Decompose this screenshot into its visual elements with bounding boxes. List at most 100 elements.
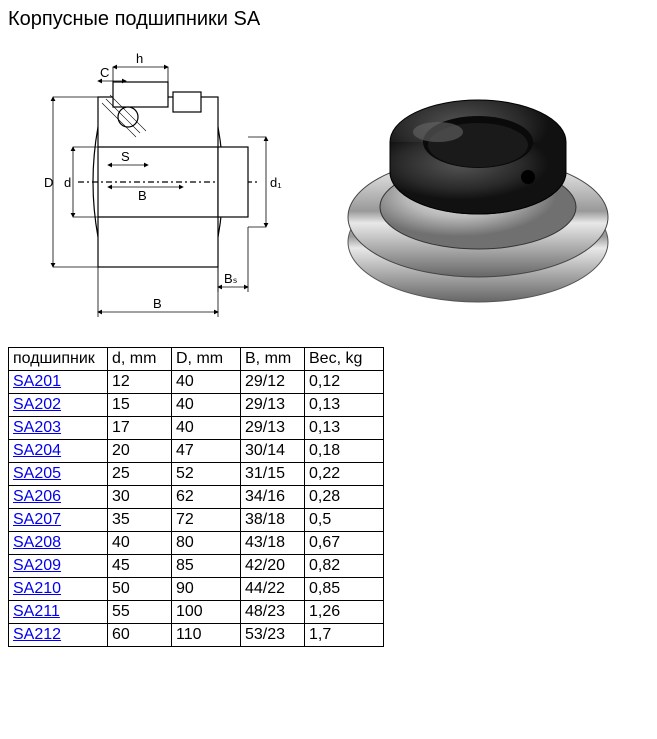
bearing-link[interactable]: SA206 — [13, 488, 61, 505]
cell-weight: 0,85 — [305, 578, 384, 601]
col-header: B, mm — [241, 348, 305, 371]
dim-h: h — [136, 51, 143, 66]
dim-D: D — [44, 175, 53, 190]
cell-d: 45 — [108, 555, 172, 578]
cell-weight: 0,28 — [305, 486, 384, 509]
product-photo — [328, 37, 628, 337]
table-row: SA210 509044/220,85 — [9, 578, 384, 601]
table-row: SA212 6011053/231,7 — [9, 624, 384, 647]
cell-d: 17 — [108, 417, 172, 440]
cell-weight: 0,5 — [305, 509, 384, 532]
cell-d: 60 — [108, 624, 172, 647]
dim-d: d — [64, 175, 71, 190]
bearing-link[interactable]: SA210 — [13, 580, 61, 597]
cell-B: 30/14 — [241, 440, 305, 463]
cell-d: 55 — [108, 601, 172, 624]
cell-D: 100 — [172, 601, 241, 624]
cell-name: SA206 — [9, 486, 108, 509]
table-row: SA204 204730/140,18 — [9, 440, 384, 463]
bearing-link[interactable]: SA209 — [13, 557, 61, 574]
table-row: SA211 5510048/231,26 — [9, 601, 384, 624]
cell-D: 52 — [172, 463, 241, 486]
cell-B: 29/12 — [241, 371, 305, 394]
dim-d1: d₁ — [270, 175, 282, 190]
cell-D: 80 — [172, 532, 241, 555]
cell-weight: 0,12 — [305, 371, 384, 394]
cell-name: SA203 — [9, 417, 108, 440]
table-row: SA207 357238/180,5 — [9, 509, 384, 532]
bearing-link[interactable]: SA207 — [13, 511, 61, 528]
cell-d: 35 — [108, 509, 172, 532]
col-header: Вес, kg — [305, 348, 384, 371]
table-row: SA201124029/120,12 — [9, 371, 384, 394]
spec-table: подшипникd, mmD, mmB, mmВес, kg SA201124… — [8, 347, 384, 647]
technical-drawing: h C S B D d — [8, 37, 308, 337]
bearing-link[interactable]: SA202 — [13, 396, 61, 413]
cell-d: 50 — [108, 578, 172, 601]
bearing-link[interactable]: SA205 — [13, 465, 61, 482]
cell-name: SA208 — [9, 532, 108, 555]
cell-weight: 0,82 — [305, 555, 384, 578]
cell-weight: 0,22 — [305, 463, 384, 486]
cell-name: SA212 — [9, 624, 108, 647]
cell-D: 72 — [172, 509, 241, 532]
cell-B: 38/18 — [241, 509, 305, 532]
table-row: SA205 255231/150,22 — [9, 463, 384, 486]
cell-name: SA205 — [9, 463, 108, 486]
cell-D: 40 — [172, 417, 241, 440]
cell-name: SA201 — [9, 371, 108, 394]
dim-S: S — [121, 149, 130, 164]
cell-d: 40 — [108, 532, 172, 555]
cell-B: 43/18 — [241, 532, 305, 555]
col-header: подшипник — [9, 348, 108, 371]
bearing-link[interactable]: SA201 — [13, 373, 61, 390]
cell-B: 29/13 — [241, 417, 305, 440]
cell-weight: 0,13 — [305, 394, 384, 417]
cell-weight: 0,18 — [305, 440, 384, 463]
cell-D: 62 — [172, 486, 241, 509]
cell-B: 44/22 — [241, 578, 305, 601]
table-row: SA209 458542/200,82 — [9, 555, 384, 578]
cell-name: SA207 — [9, 509, 108, 532]
image-row: h C S B D d — [8, 37, 649, 337]
cell-B: 53/23 — [241, 624, 305, 647]
bearing-link[interactable]: SA208 — [13, 534, 61, 551]
cell-B: 48/23 — [241, 601, 305, 624]
dim-C: C — [100, 65, 109, 80]
cell-name: SA211 — [9, 601, 108, 624]
table-row: SA206 306234/160,28 — [9, 486, 384, 509]
cell-weight: 1,7 — [305, 624, 384, 647]
table-row: SA202 154029/130,13 — [9, 394, 384, 417]
cell-B: 42/20 — [241, 555, 305, 578]
bearing-link[interactable]: SA203 — [13, 419, 61, 436]
cell-d: 15 — [108, 394, 172, 417]
cell-d: 30 — [108, 486, 172, 509]
cell-weight: 1,26 — [305, 601, 384, 624]
cell-weight: 0,67 — [305, 532, 384, 555]
cell-D: 85 — [172, 555, 241, 578]
cell-B: 29/13 — [241, 394, 305, 417]
cell-name: SA210 — [9, 578, 108, 601]
dim-B-inner: B — [138, 188, 147, 203]
cell-d: 12 — [108, 371, 172, 394]
bearing-link[interactable]: SA212 — [13, 626, 61, 643]
cell-d: 25 — [108, 463, 172, 486]
cell-D: 110 — [172, 624, 241, 647]
table-row: SA208 408043/180,67 — [9, 532, 384, 555]
cell-d: 20 — [108, 440, 172, 463]
col-header: D, mm — [172, 348, 241, 371]
cell-B: 31/15 — [241, 463, 305, 486]
col-header: d, mm — [108, 348, 172, 371]
bearing-link[interactable]: SA211 — [13, 603, 60, 620]
cell-weight: 0,13 — [305, 417, 384, 440]
cell-D: 90 — [172, 578, 241, 601]
cell-B: 34/16 — [241, 486, 305, 509]
cell-D: 47 — [172, 440, 241, 463]
table-row: SA203 174029/130,13 — [9, 417, 384, 440]
cell-name: SA202 — [9, 394, 108, 417]
bearing-link[interactable]: SA204 — [13, 442, 61, 459]
dim-Bs: Bₛ — [224, 271, 238, 286]
page-title: Корпусные подшипники SA — [8, 8, 649, 31]
cell-name: SA209 — [9, 555, 108, 578]
cell-D: 40 — [172, 394, 241, 417]
